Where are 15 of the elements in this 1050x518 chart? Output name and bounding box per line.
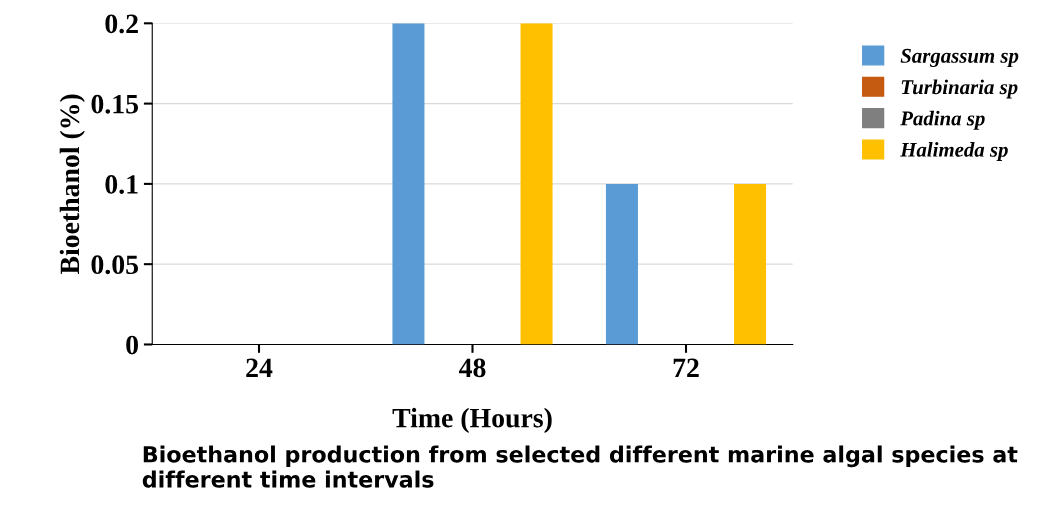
legend-label: Padina sp (900, 110, 985, 130)
y-tick-label: 0.15 (91, 94, 139, 114)
x-tick-label: 24 (246, 358, 273, 377)
y-axis-title: Bioethanol (%) (59, 94, 85, 275)
x-tick-label: 72 (673, 358, 699, 377)
legend-label: Sargassum sp (900, 48, 1019, 68)
y-tick-label: 0.2 (105, 14, 138, 34)
x-axis-title: Time (Hours) (392, 407, 552, 434)
y-tick-label: 0 (126, 335, 138, 355)
legend-label: Halimeda sp (900, 142, 1008, 162)
y-tick-label: 0.05 (91, 255, 139, 275)
x-tick-label: 48 (458, 358, 486, 378)
legend-label: Turbinaria sp (901, 79, 1018, 99)
text: Bioethanol production from selected different marine algal species at different time intervals (142, 445, 1018, 488)
y-tick-label: 0.1 (105, 175, 138, 194)
